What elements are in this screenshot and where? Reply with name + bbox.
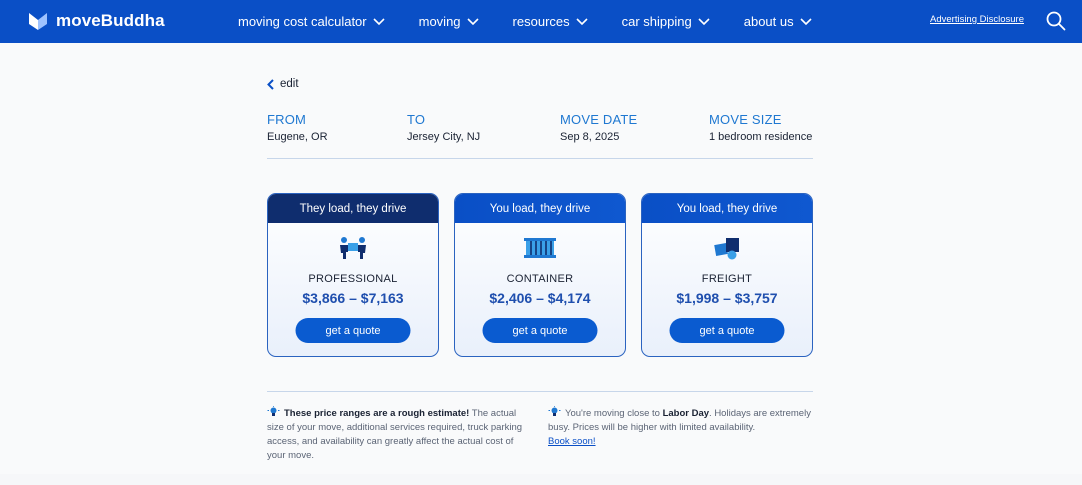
book-soon-link[interactable]: Book soon! [548, 436, 596, 447]
logo-mark-icon [29, 13, 47, 30]
card-price: $2,406 – $4,174 [489, 290, 591, 306]
get-quote-button[interactable]: get a quote [669, 318, 785, 343]
movers-icon [340, 237, 366, 259]
notes-divider [267, 391, 813, 392]
holiday-note: You're moving close to Labor Day. Holida… [548, 406, 813, 449]
card-type: FREIGHT [701, 273, 753, 285]
summary-to: TO Jersey City, NJ [407, 112, 480, 143]
edit-link[interactable]: edit [267, 78, 299, 90]
holiday-note-pre: You're moving close to [565, 408, 663, 419]
card-type: CONTAINER [506, 273, 574, 285]
container-icon [524, 238, 556, 258]
nav-resources[interactable]: resources [513, 14, 588, 29]
card-price: $3,866 – $7,163 [302, 290, 404, 306]
from-value: Eugene, OR [267, 131, 328, 143]
holiday-name: Labor Day [662, 408, 710, 419]
from-label: FROM [267, 112, 307, 127]
nav-label: about us [743, 14, 794, 29]
card-header: They load, they drive [268, 194, 438, 223]
nav-label: moving cost calculator [238, 14, 367, 29]
lightbulb-icon [267, 406, 280, 416]
estimate-note: These price ranges are a rough estimate!… [267, 406, 529, 463]
move-size-value: 1 bedroom residence [709, 131, 813, 143]
summary-move-date: MOVE DATE Sep 8, 2025 [560, 112, 637, 143]
card-type: PROFESSIONAL [308, 273, 398, 285]
estimate-note-heading: These price ranges are a rough estimate! [284, 408, 470, 419]
lightbulb-icon [548, 406, 561, 416]
move-date-value: Sep 8, 2025 [560, 131, 620, 143]
to-label: TO [407, 112, 426, 127]
estimate-note-text: The actual size of your move, additional… [267, 408, 523, 461]
chevron-down-icon [698, 17, 710, 25]
move-size-label: MOVE SIZE [709, 112, 782, 127]
brand-name: moveBuddha [56, 11, 165, 30]
chevron-left-icon [267, 78, 274, 90]
main-nav: moving cost calculator moving resources … [238, 0, 846, 43]
search-icon[interactable] [1045, 10, 1067, 32]
nav-label: resources [512, 14, 570, 29]
to-value: Jersey City, NJ [407, 131, 481, 143]
holiday-note-text: . Holidays are extremely busy. Prices wi… [548, 408, 811, 433]
professional-card: They load, they drive PROFESSIONAL $3,86… [267, 193, 439, 357]
summary-from: FROM Eugene, OR [267, 112, 328, 143]
nav-label: car shipping [621, 14, 692, 29]
chevron-down-icon [576, 17, 588, 25]
chevron-down-icon [800, 17, 812, 25]
card-price: $1,998 – $3,757 [676, 290, 778, 306]
summary-move-size: MOVE SIZE 1 bedroom residence [709, 112, 812, 143]
top-navigation-bar: moveBuddha moving cost calculator moving… [0, 0, 1082, 43]
container-card: You load, they drive CONTAINER $2,406 – … [454, 193, 626, 357]
nav-car-shipping[interactable]: car shipping [622, 14, 710, 29]
edit-label: edit [280, 78, 299, 90]
card-header: You load, they drive [455, 194, 625, 223]
card-header: You load, they drive [642, 194, 812, 223]
chevron-down-icon [373, 17, 385, 25]
nav-label: moving [418, 14, 461, 29]
advertising-disclosure-link[interactable]: Advertising Disclosure [930, 14, 1024, 25]
nav-about-us[interactable]: about us [744, 14, 812, 29]
chevron-down-icon [466, 17, 479, 25]
move-date-label: MOVE DATE [560, 112, 638, 127]
summary-divider [267, 158, 813, 159]
brand-logo[interactable]: moveBuddha [28, 11, 165, 31]
nav-moving[interactable]: moving [419, 14, 479, 29]
get-quote-button[interactable]: get a quote [295, 318, 411, 343]
freight-card: You load, they drive FREIGHT $1,998 – $3… [641, 193, 813, 357]
get-quote-button[interactable]: get a quote [482, 318, 598, 343]
freight-icon [714, 238, 739, 260]
nav-moving-cost-calculator[interactable]: moving cost calculator [238, 14, 385, 29]
